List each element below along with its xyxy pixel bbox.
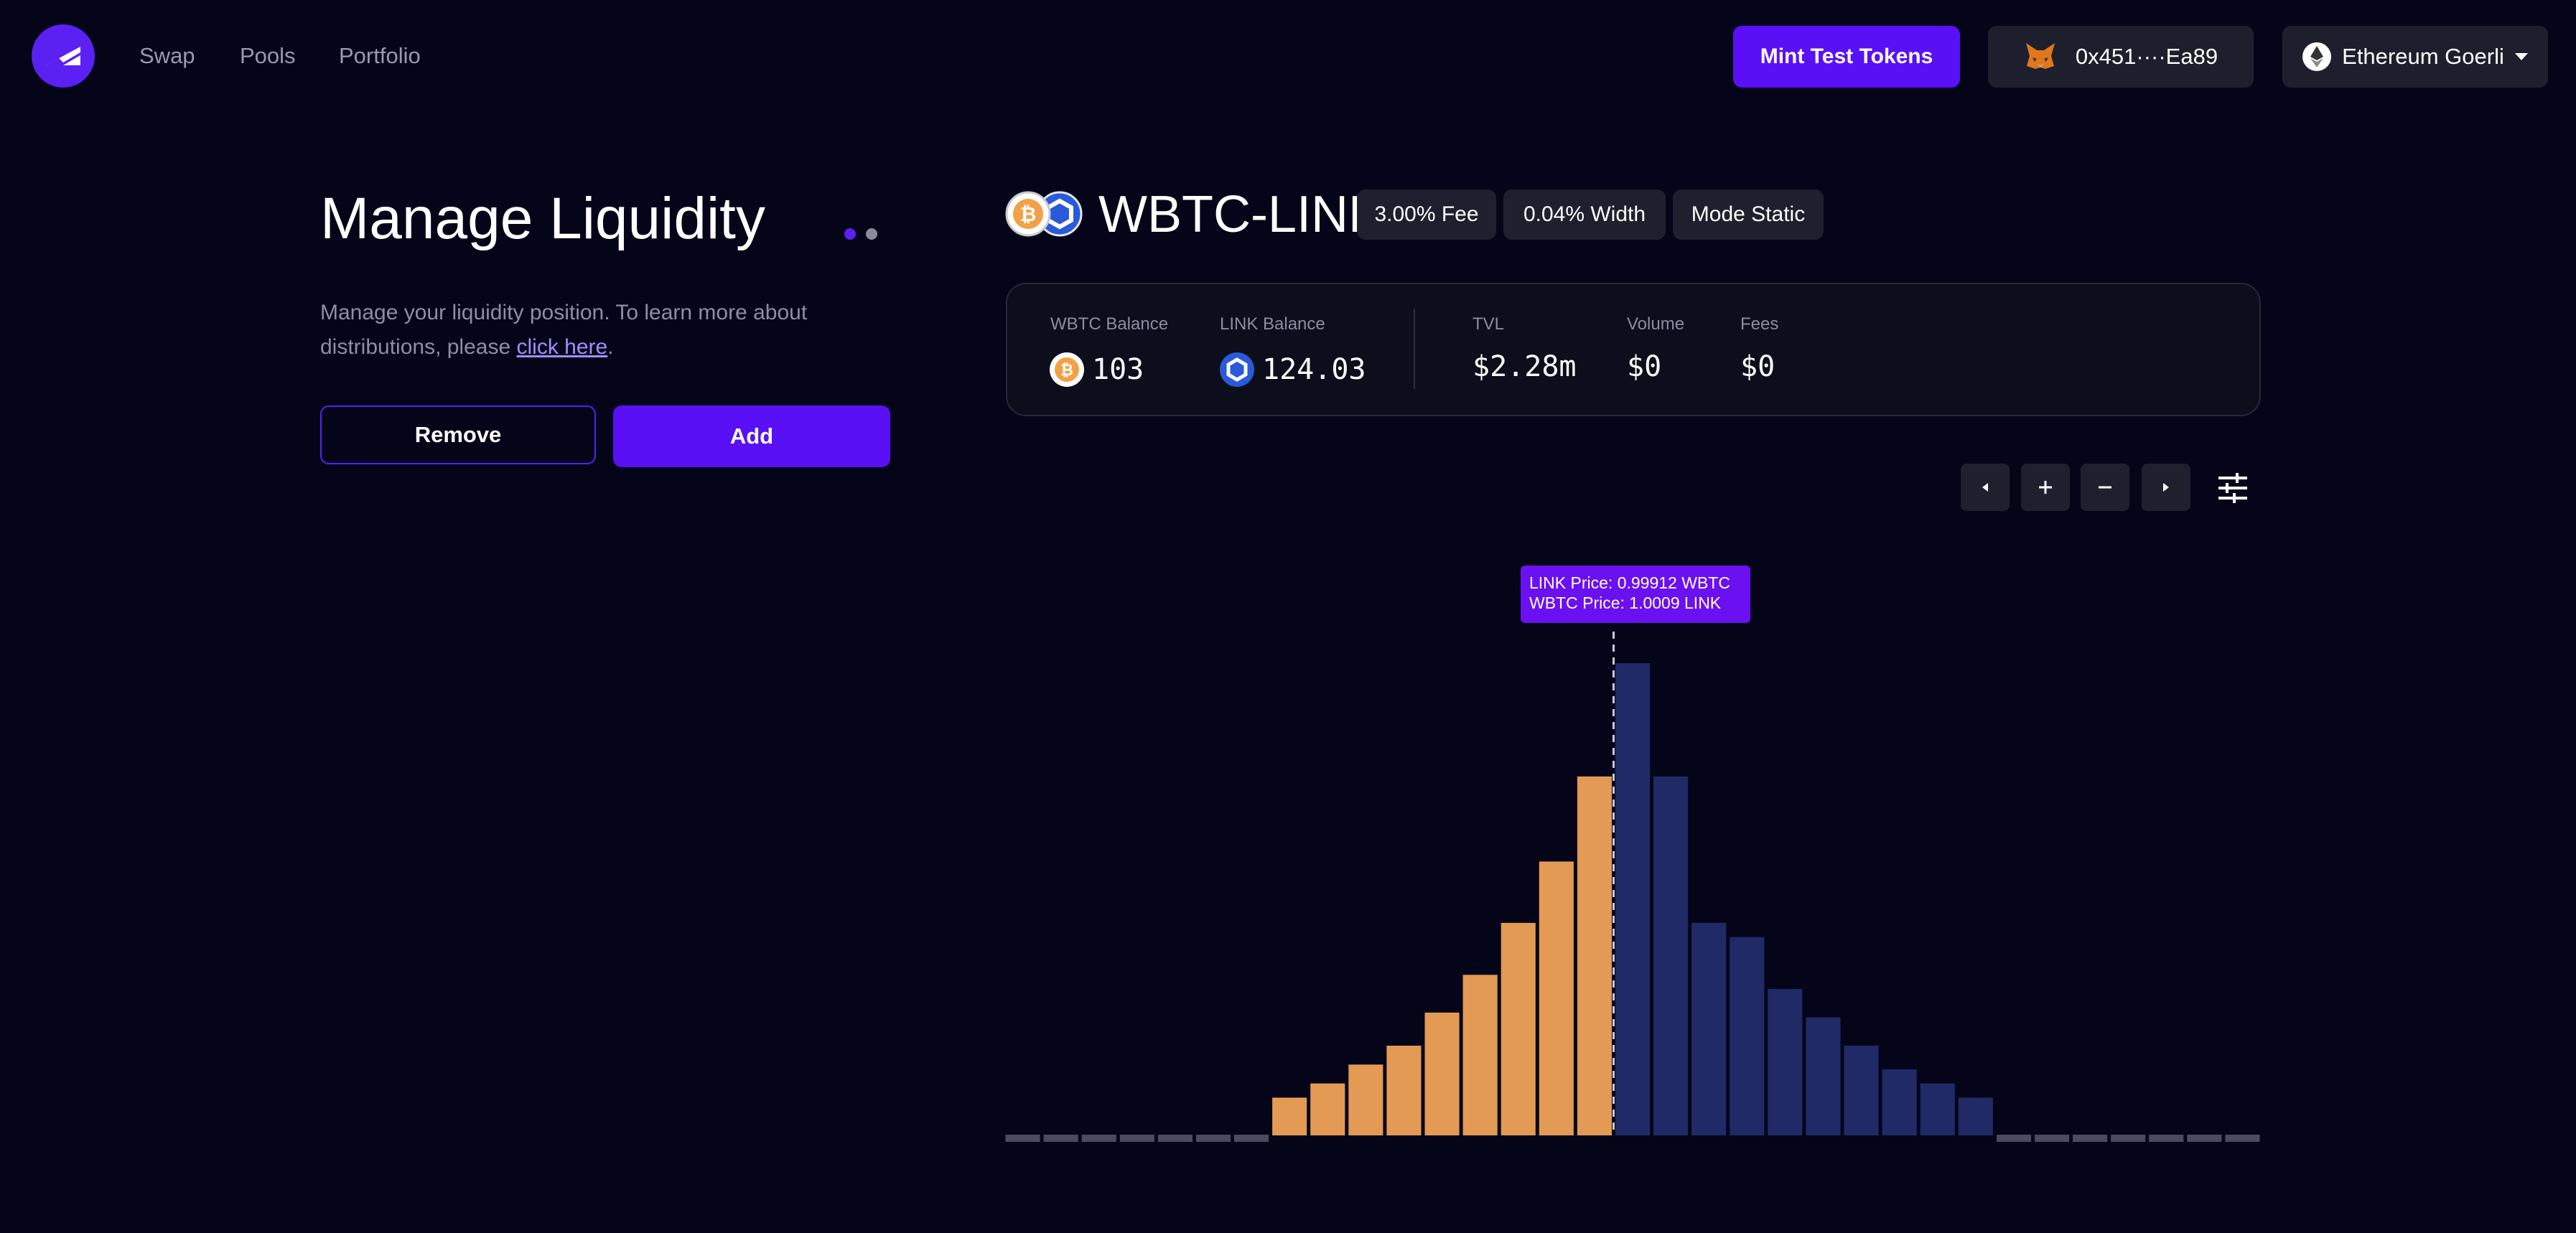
liquidity-bar[interactable]: [1730, 937, 1765, 1135]
nav-pools[interactable]: Pools: [240, 43, 296, 68]
liquidity-bar[interactable]: [1005, 1135, 1040, 1142]
liquidity-bar[interactable]: [1844, 1046, 1879, 1135]
wbtc-balance-label: WBTC Balance: [1050, 314, 1169, 334]
liquidity-bar[interactable]: [2111, 1135, 2146, 1142]
wbtc-token-icon: ₿: [1050, 352, 1084, 387]
fees-label: Fees: [1740, 314, 1779, 334]
liquidity-bar[interactable]: [1348, 1064, 1383, 1135]
liquidity-bar[interactable]: [1119, 1135, 1154, 1142]
page-description: Manage your liquidity position. To learn…: [320, 296, 880, 365]
liquidity-bar[interactable]: [1043, 1135, 1078, 1142]
liquidity-bar[interactable]: [1539, 861, 1574, 1135]
liquidity-bar[interactable]: [1196, 1135, 1231, 1142]
tvl-label: TVL: [1473, 314, 1505, 334]
wallet-button[interactable]: 0x451····Ea89: [1988, 26, 2254, 88]
metamask-fox-icon: [2025, 43, 2055, 69]
liquidity-bar[interactable]: [2035, 1135, 2070, 1142]
wallet-address: 0x451····Ea89: [2075, 44, 2218, 69]
svg-text:₿: ₿: [1060, 362, 1073, 380]
plus-icon: [2039, 481, 2052, 494]
ethereum-icon: [2302, 42, 2332, 71]
fee-badge: 3.00% Fee: [1357, 189, 1496, 240]
liquidity-bar[interactable]: [1081, 1135, 1116, 1142]
stats-card: [1006, 283, 2261, 416]
liquidity-bar[interactable]: [1462, 975, 1498, 1135]
step-dot[interactable]: [866, 228, 877, 240]
liquidity-bar[interactable]: [1920, 1083, 1955, 1135]
step-indicator: [844, 228, 877, 240]
nav-portfolio[interactable]: Portfolio: [339, 43, 421, 68]
card-divider: [1414, 309, 1415, 389]
pair-token-icons: ₿: [1005, 191, 1083, 237]
width-badge: 0.04% Width: [1503, 189, 1666, 240]
pair-title: WBTC-LINK: [1098, 186, 1383, 243]
wbtc-balance-value: 103: [1092, 353, 1144, 386]
liquidity-bar[interactable]: [1691, 922, 1727, 1135]
liquidity-bar[interactable]: [1272, 1097, 1307, 1135]
zoom-out-button[interactable]: [2081, 464, 2129, 511]
nav-swap[interactable]: Swap: [139, 43, 195, 68]
settings-sliders-icon[interactable]: [2213, 468, 2253, 508]
svg-text:₿: ₿: [1020, 202, 1037, 226]
page-title: Manage Liquidity: [320, 186, 765, 251]
minus-icon: [2099, 486, 2111, 489]
liquidity-bar[interactable]: [1882, 1069, 1917, 1135]
liquidity-bar[interactable]: [1501, 922, 1536, 1135]
logo-icon: [46, 47, 80, 65]
liquidity-bar[interactable]: [2073, 1135, 2108, 1142]
liquidity-bar[interactable]: [2149, 1135, 2184, 1142]
link-token-icon: [1220, 352, 1254, 387]
price-tooltip: LINK Price: 0.99912 WBTC WBTC Price: 1.0…: [1521, 566, 1750, 623]
app-logo[interactable]: [32, 24, 95, 88]
liquidity-bar[interactable]: [1577, 776, 1612, 1135]
description-end: .: [607, 335, 614, 359]
add-button[interactable]: Add: [613, 405, 890, 467]
mode-badge: Mode Static: [1673, 189, 1824, 240]
liquidity-bar[interactable]: [1310, 1083, 1345, 1135]
liquidity-bar[interactable]: [2225, 1135, 2260, 1142]
tvl-value: $2.28m: [1473, 350, 1577, 383]
liquidity-bar[interactable]: [1157, 1135, 1193, 1142]
description-text: Manage your liquidity position. To learn…: [320, 301, 808, 359]
pan-right-button[interactable]: [2142, 464, 2190, 511]
click-here-link[interactable]: click here: [516, 335, 608, 359]
network-label: Ethereum Goerli: [2342, 44, 2504, 69]
link-balance-label: LINK Balance: [1220, 314, 1325, 334]
liquidity-bar[interactable]: [1958, 1097, 1993, 1135]
liquidity-distribution-chart[interactable]: [1004, 632, 2262, 1148]
volume-value: $0: [1627, 350, 1662, 383]
zoom-in-button[interactable]: [2021, 464, 2070, 511]
liquidity-bar[interactable]: [1768, 989, 1803, 1135]
network-selector[interactable]: Ethereum Goerli: [2282, 26, 2548, 88]
caret-left-icon: [1982, 483, 1988, 492]
chevron-down-icon: [2514, 53, 2528, 60]
liquidity-bar[interactable]: [1996, 1135, 2031, 1142]
liquidity-bar[interactable]: [1615, 663, 1651, 1135]
wbtc-price-text: WBTC Price: 1.0009 LINK: [1529, 594, 1722, 612]
mint-test-tokens-button[interactable]: Mint Test Tokens: [1733, 26, 1960, 88]
liquidity-bar[interactable]: [1386, 1046, 1422, 1135]
link-price-text: LINK Price: 0.99912 WBTC: [1529, 573, 1730, 592]
link-balance-value: 124.03: [1262, 353, 1366, 386]
volume-label: Volume: [1627, 314, 1685, 334]
liquidity-bar[interactable]: [1806, 1017, 1841, 1136]
pan-left-button[interactable]: [1961, 464, 2010, 511]
liquidity-bar[interactable]: [1653, 776, 1689, 1135]
caret-right-icon: [2163, 483, 2169, 492]
wbtc-token-icon: ₿: [1005, 191, 1051, 237]
remove-button[interactable]: Remove: [320, 405, 596, 464]
liquidity-bar[interactable]: [1424, 1012, 1460, 1135]
liquidity-bar[interactable]: [1234, 1135, 1269, 1142]
step-dot-active[interactable]: [844, 228, 856, 240]
liquidity-bar[interactable]: [2187, 1135, 2222, 1142]
fees-value: $0: [1740, 350, 1775, 383]
